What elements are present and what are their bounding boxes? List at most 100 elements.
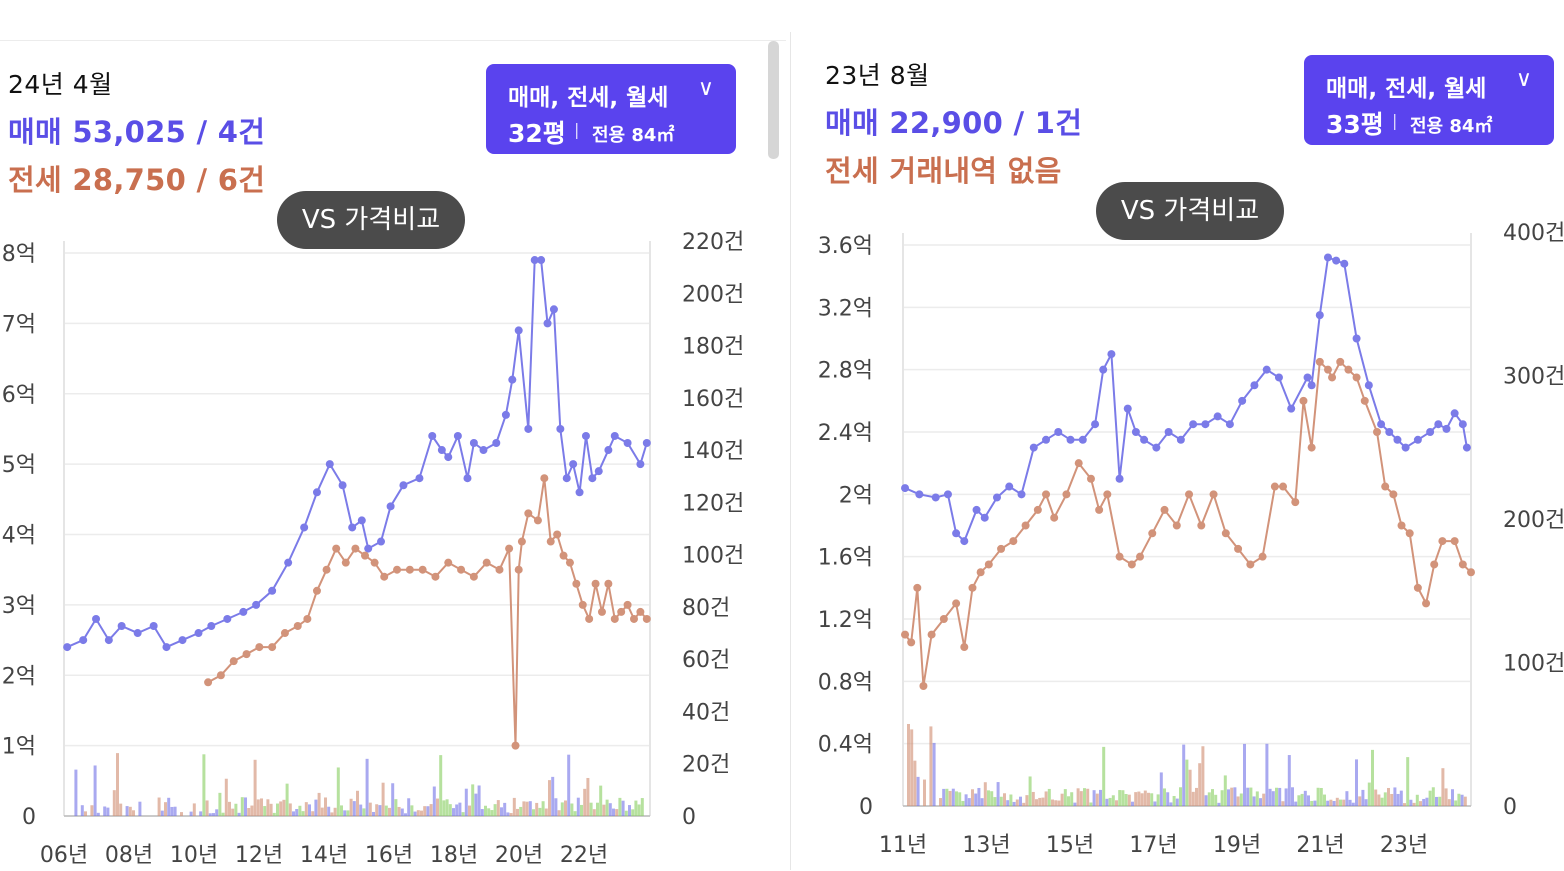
volume-bar bbox=[400, 808, 404, 816]
volume-bar bbox=[365, 758, 369, 816]
sale-point bbox=[428, 431, 437, 440]
jeonse-point bbox=[1148, 529, 1157, 538]
volume-bar bbox=[1137, 791, 1141, 806]
volume-bar bbox=[1047, 788, 1051, 806]
volume-bar bbox=[480, 809, 484, 816]
volume-bar bbox=[391, 783, 395, 816]
right-filter-button[interactable]: 매매, 전세, 월세 ∨ 33평 | 전용 84㎡ bbox=[1304, 55, 1554, 145]
jeonse-point bbox=[997, 544, 1006, 553]
volume-bar bbox=[605, 799, 609, 816]
volume-bar bbox=[445, 799, 449, 816]
y-right-tick: 0 bbox=[682, 805, 696, 830]
sale-point bbox=[1462, 443, 1471, 452]
scrollbar[interactable] bbox=[768, 41, 779, 159]
jeonse-point bbox=[469, 572, 478, 581]
right-vs-compare-button[interactable]: VS 가격비교 bbox=[1096, 182, 1284, 240]
volume-bar bbox=[96, 812, 100, 816]
sale-point bbox=[312, 488, 321, 497]
volume-bar bbox=[1028, 776, 1032, 806]
sale-point bbox=[252, 600, 261, 609]
volume-bar bbox=[631, 809, 635, 816]
volume-bar bbox=[423, 806, 427, 816]
volume-bar bbox=[1403, 803, 1406, 806]
sale-point bbox=[1352, 334, 1361, 343]
volume-bar bbox=[958, 792, 962, 806]
volume-bar bbox=[224, 778, 228, 816]
volume-bar bbox=[295, 809, 299, 816]
volume-bar bbox=[205, 800, 209, 816]
volume-bar bbox=[1367, 782, 1371, 806]
volume-bar bbox=[1278, 787, 1282, 806]
volume-bar bbox=[237, 812, 241, 816]
jeonse-line bbox=[904, 359, 1472, 687]
volume-bar bbox=[987, 790, 990, 806]
sale-point bbox=[239, 607, 248, 616]
volume-bar bbox=[1451, 789, 1454, 806]
sale-point bbox=[1017, 490, 1026, 499]
left-jeonse-summary: 전세 28,750 / 6건 bbox=[8, 163, 266, 197]
sale-point bbox=[1307, 381, 1316, 390]
y-right-tick: 180건 bbox=[682, 335, 744, 360]
y-right-tick: 0 bbox=[1503, 795, 1517, 820]
volume-bar bbox=[1147, 792, 1150, 806]
volume-bar bbox=[1310, 800, 1314, 806]
left-vs-compare-button[interactable]: VS 가격비교 bbox=[277, 191, 465, 249]
volume-bar bbox=[1124, 794, 1128, 806]
volume-bar bbox=[583, 788, 587, 816]
volume-bar bbox=[1143, 790, 1147, 806]
right-chart-panel: 3.6억 3.2억 2.8억 2.4억 2억 1.6억 1.2억 0.8억 0.4억 0 400건 3… bbox=[790, 32, 1564, 870]
volume-bar bbox=[576, 797, 580, 816]
jeonse-point bbox=[1336, 357, 1345, 366]
volume-bar bbox=[1236, 796, 1240, 806]
left-filter-button[interactable]: 매매, 전세, 월세 ∨ 32평 | 전용 84㎡ bbox=[486, 64, 736, 154]
volume-bar bbox=[1044, 791, 1048, 806]
jeonse-point bbox=[1095, 505, 1104, 514]
volume-bar bbox=[436, 798, 439, 816]
jeonse-point bbox=[901, 630, 910, 639]
jeonse-point bbox=[553, 530, 562, 539]
y-right-tick: 100건 bbox=[682, 544, 744, 569]
volume-bar bbox=[1383, 792, 1387, 806]
volume-bar bbox=[1067, 796, 1070, 806]
sale-point bbox=[63, 643, 72, 652]
volume-bar bbox=[1307, 795, 1310, 806]
volume-bar bbox=[1374, 789, 1378, 806]
jeonse-point bbox=[1279, 482, 1288, 491]
jeonse-point bbox=[533, 516, 542, 525]
jeonse-point bbox=[1033, 505, 1042, 514]
jeonse-point bbox=[1160, 505, 1169, 514]
sale-line bbox=[66, 259, 648, 649]
volume-bar bbox=[356, 790, 359, 816]
volume-bar bbox=[218, 792, 222, 816]
volume-bar bbox=[1409, 799, 1413, 806]
jeonse-point bbox=[457, 565, 466, 574]
y-left-tick: 2.8억 bbox=[818, 359, 873, 384]
jeonse-point bbox=[1246, 560, 1255, 569]
volume-bar bbox=[1415, 794, 1419, 806]
jeonse-point bbox=[623, 600, 632, 609]
y-left-tick: 8억 bbox=[2, 242, 36, 267]
volume-bar bbox=[580, 804, 583, 816]
sale-point bbox=[642, 439, 651, 448]
sale-point bbox=[386, 502, 395, 511]
jeonse-point bbox=[1307, 443, 1316, 452]
jeonse-point bbox=[546, 537, 555, 546]
volume-bar bbox=[1268, 788, 1272, 806]
sale-point bbox=[569, 460, 578, 469]
sale-point bbox=[901, 484, 910, 493]
volume-bar bbox=[1313, 800, 1317, 806]
volume-bar bbox=[599, 785, 603, 816]
y-left-tick: 2.4억 bbox=[818, 421, 873, 446]
sale-point bbox=[1426, 428, 1435, 436]
volume-bar bbox=[1406, 757, 1410, 806]
volume-bar bbox=[974, 793, 978, 806]
volume-bar bbox=[500, 807, 503, 816]
sale-point bbox=[104, 636, 113, 645]
volume-bar bbox=[554, 798, 558, 816]
volume-bar bbox=[320, 807, 324, 816]
volume-bar bbox=[1371, 749, 1374, 806]
y-left-tick: 0.8억 bbox=[818, 670, 873, 695]
volume-bar bbox=[993, 797, 997, 806]
x-tick: 18년 bbox=[430, 843, 478, 868]
volume-bar bbox=[1460, 794, 1464, 806]
